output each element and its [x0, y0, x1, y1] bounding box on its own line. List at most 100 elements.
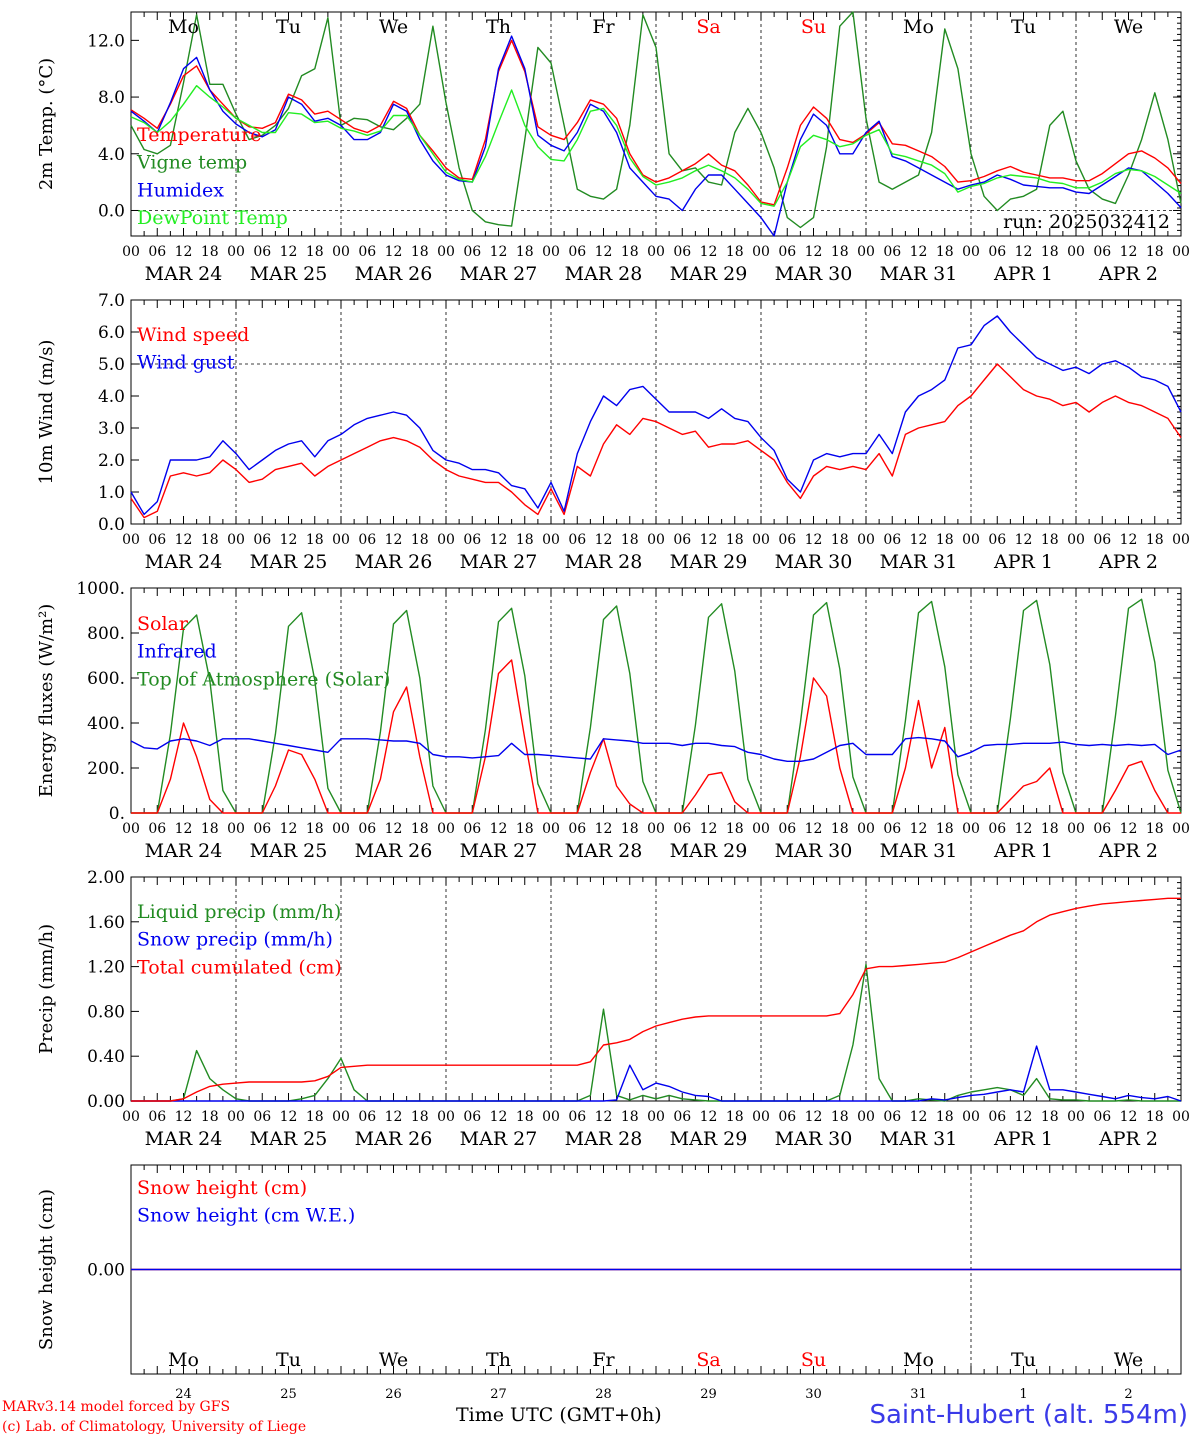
x-hour-label: 12: [175, 532, 193, 548]
x-hour-label: 06: [253, 244, 271, 260]
x-hour-label: 12: [700, 1109, 718, 1125]
x-hour-label: 00: [542, 532, 560, 548]
x-hour-label: 12: [805, 821, 823, 837]
x-hour-label: 00: [752, 244, 770, 260]
x-date-label: MAR 29: [670, 1128, 748, 1150]
series-line-dewpoint-temp: [130, 84, 1182, 207]
legend-entry: Solar: [137, 613, 189, 635]
x-hour-label: 18: [831, 1109, 849, 1125]
x-hour-label: 12: [385, 532, 403, 548]
x-hour-label: 00: [857, 532, 875, 548]
y-tick-label: 2.00: [87, 868, 125, 888]
x-hour-label: 18: [726, 821, 744, 837]
x-hour-label: 06: [253, 821, 271, 837]
x-hour-label: 12: [700, 244, 718, 260]
x-date-label: MAR 30: [775, 1128, 853, 1150]
x-hour-label: 00: [122, 244, 140, 260]
x-hour-label: 18: [201, 244, 219, 260]
x-hour-label: 18: [621, 532, 639, 548]
panel-temperature: 0.0 4.0 8.0 12.0 2m Temp. (°C) Temperature Vig…: [36, 11, 1190, 285]
x-hour-label: 00: [437, 244, 455, 260]
y-tick-label: 12.0: [87, 31, 125, 51]
panel-precip: 0.00 0.40 0.80 1.20 1.60 2.00 Precip (mm/h) Liq…: [36, 868, 1190, 1150]
x-date-label: MAR 30: [775, 840, 853, 862]
x-hour-label: 00: [227, 1109, 245, 1125]
x-hour-label: 18: [1041, 1109, 1059, 1125]
x-date-label: MAR 26: [355, 1128, 433, 1150]
y-axis-label: 10m Wind (m/s): [36, 340, 57, 485]
x-date-label: APR 2: [1098, 840, 1158, 862]
x-hour-label: 06: [778, 1109, 796, 1125]
y-tick-label: 3.0: [98, 419, 125, 439]
x-date-label: MAR 25: [250, 840, 328, 862]
y-tick-label: 400.: [87, 714, 125, 734]
x-hour-label: 18: [621, 244, 639, 260]
weekday-label: Mo: [168, 16, 199, 38]
weekday-label: Tu: [1011, 1349, 1036, 1371]
x-hour-label: 00: [1067, 532, 1085, 548]
footer-station: Saint-Hubert (alt. 554m): [869, 1400, 1188, 1430]
day-number-label: 28: [595, 1387, 612, 1402]
x-hour-label: 06: [778, 244, 796, 260]
legend-entry: Snow precip (mm/h): [137, 929, 333, 951]
x-hour-label: 12: [1120, 821, 1138, 837]
x-hour-label: 06: [253, 532, 271, 548]
x-hour-label: 06: [568, 1109, 586, 1125]
x-hour-label: 12: [1120, 532, 1138, 548]
x-hour-label: 18: [411, 821, 429, 837]
day-number-label: 26: [385, 1387, 402, 1402]
x-hour-label: 18: [726, 1109, 744, 1125]
x-hour-label: 18: [1041, 532, 1059, 548]
x-hour-label: 00: [1067, 821, 1085, 837]
series-line-vigne-temp: [130, 11, 1182, 229]
series-line-solar: [131, 659, 1181, 814]
footer-time-label: Time UTC (GMT+0h): [456, 1404, 662, 1426]
y-tick-label: 0.00: [87, 1261, 125, 1281]
x-hour-label: 00: [437, 821, 455, 837]
weekday-label: Tu: [276, 16, 301, 38]
legend-entry: Wind speed: [137, 324, 249, 346]
x-hour-label: 12: [595, 244, 613, 260]
x-hour-label: 12: [490, 821, 508, 837]
day-number-label: 2: [1124, 1387, 1132, 1402]
legend-entry: Top of Atmosphere (Solar): [137, 668, 390, 690]
series-line-wind-gust: [130, 315, 1182, 516]
x-hour-label: 12: [175, 821, 193, 837]
x-hour-label: 18: [306, 821, 324, 837]
day-number-label: 24: [175, 1387, 192, 1402]
series-line-snow-precip-mm-h-: [131, 1045, 1182, 1102]
x-date-label: MAR 25: [250, 1128, 328, 1150]
x-hour-label: 06: [358, 821, 376, 837]
x-date-label: MAR 31: [880, 263, 958, 285]
x-date-label: MAR 27: [460, 840, 538, 862]
x-date-label: MAR 24: [145, 840, 223, 862]
x-date-label: MAR 26: [355, 840, 433, 862]
x-hour-label: 06: [988, 821, 1006, 837]
x-hour-label: 06: [883, 244, 901, 260]
x-hour-label: 00: [227, 244, 245, 260]
weekday-label: Fr: [592, 16, 615, 38]
x-hour-label: 06: [673, 244, 691, 260]
series-line-liquid-precip-mm-h-: [131, 963, 1181, 1102]
y-tick-label: 4.0: [98, 145, 125, 165]
x-hour-label: 12: [595, 532, 613, 548]
x-hour-label: 18: [1146, 821, 1164, 837]
y-tick-label: 0.40: [87, 1047, 125, 1067]
x-hour-label: 00: [1172, 532, 1190, 548]
x-date-label: MAR 29: [670, 263, 748, 285]
x-hour-label: 00: [227, 821, 245, 837]
y-tick-label: 0.0: [98, 515, 125, 535]
x-hour-label: 00: [227, 532, 245, 548]
x-hour-label: 00: [1172, 821, 1190, 837]
x-date-label: APR 1: [993, 263, 1053, 285]
series-line-temperature: [130, 39, 1182, 206]
x-hour-label: 18: [1146, 1109, 1164, 1125]
x-hour-label: 00: [332, 532, 350, 548]
x-hour-label: 18: [936, 244, 954, 260]
y-axis-label: Energy fluxes (W/m²): [36, 604, 57, 798]
plot-frame: [130, 299, 1182, 525]
y-tick-label: 1000.: [76, 579, 125, 599]
x-hour-label: 06: [1093, 1109, 1111, 1125]
x-date-label: APR 1: [993, 840, 1053, 862]
x-hour-label: 06: [1093, 821, 1111, 837]
